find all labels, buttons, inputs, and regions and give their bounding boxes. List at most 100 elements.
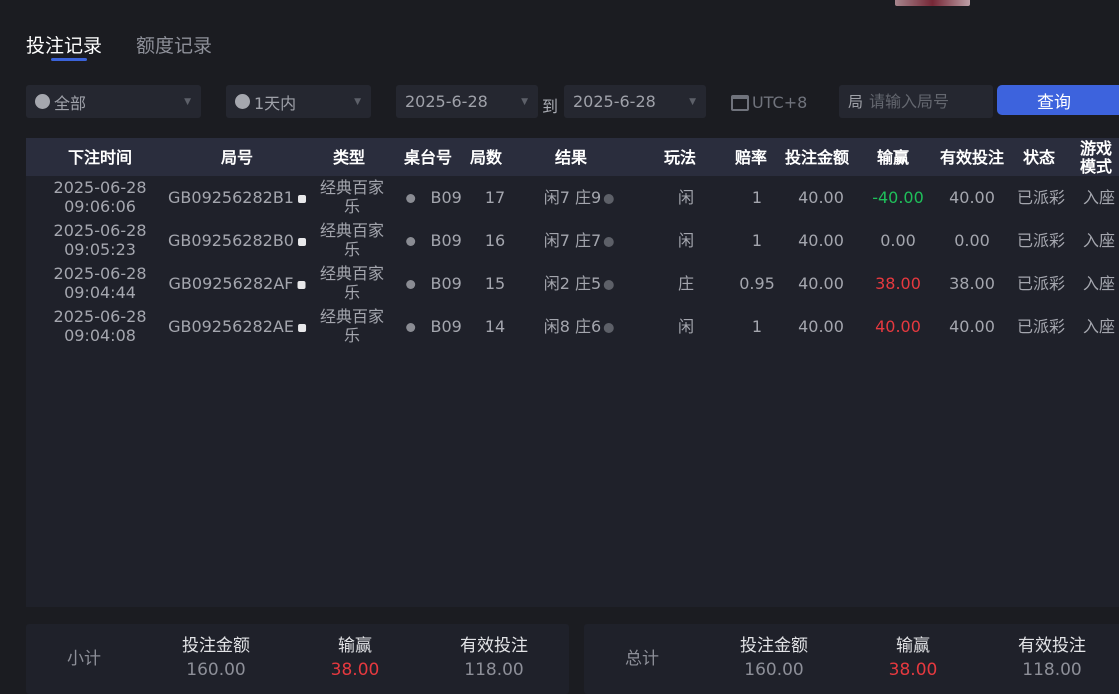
- total-valid-label: 有效投注: [1018, 636, 1086, 656]
- tab-credit-records[interactable]: 额度记录: [136, 35, 213, 57]
- status: 已派彩: [1016, 274, 1066, 293]
- header-round-count: 局数: [469, 148, 503, 167]
- active-tab-indicator: [51, 58, 87, 61]
- round-id[interactable]: GB09256282B0: [168, 231, 306, 250]
- round-search[interactable]: 局: [839, 85, 993, 118]
- date-to-select[interactable]: 2025-6-28 ▼: [564, 85, 706, 118]
- total-amount-label: 投注金额: [740, 636, 808, 656]
- game-type: 经典百家乐: [320, 307, 384, 345]
- info-icon[interactable]: [604, 236, 615, 247]
- tab-bet-records[interactable]: 投注记录: [26, 35, 103, 57]
- brand-logo: [895, 0, 970, 6]
- bet-clock: 09:05:23: [64, 240, 136, 259]
- game-type-line2: 乐: [343, 326, 361, 345]
- round-id[interactable]: GB09256282AF: [169, 274, 306, 293]
- subtotal-valid: 118.00: [464, 660, 524, 680]
- table-row[interactable]: 2025-06-28 09:04:44 GB09256282AF 经典百家乐 B09 1…: [26, 262, 1119, 305]
- result: 闲8 庄6: [544, 317, 615, 336]
- game-type: 经典百家乐: [320, 178, 384, 216]
- bet-amount: 40.00: [798, 188, 844, 207]
- table-row[interactable]: 2025-06-28 09:04:08 GB09256282AE 经典百家乐 B09 1…: [26, 305, 1119, 348]
- round-search-input[interactable]: [869, 92, 990, 111]
- chevron-down-icon: ▼: [689, 96, 696, 107]
- game-mode: 入座: [1082, 188, 1116, 207]
- bet-clock: 09:04:44: [64, 283, 136, 302]
- header-win-loss: 输赢: [876, 148, 910, 167]
- result: 闲7 庄9: [544, 188, 615, 207]
- copy-icon[interactable]: [297, 237, 306, 246]
- header-bet-time: 下注时间: [67, 148, 133, 167]
- win-loss: 0.00: [880, 231, 916, 250]
- table-no: B09: [406, 274, 462, 293]
- subtotal-winloss: 38.00: [330, 660, 380, 680]
- valid-bet: 40.00: [949, 317, 995, 336]
- header-valid-bet: 有效投注: [939, 148, 1005, 167]
- total-label: 总计: [625, 649, 659, 669]
- table-no-text: B09: [430, 231, 462, 250]
- table-row[interactable]: 2025-06-28 09:06:06 GB09256282B1 经典百家乐 B09 1…: [26, 176, 1119, 219]
- subtotal-panel: 小计 投注金额 160.00 输赢 38.00 有效投注 118.00: [26, 624, 569, 694]
- round-id-text: GB09256282AE: [168, 317, 294, 336]
- bet-date: 2025-06-28: [53, 178, 147, 197]
- game-type-line2: 乐: [343, 197, 361, 216]
- header-odds: 赔率: [734, 148, 768, 167]
- subtotal-amount: 160.00: [186, 660, 246, 680]
- table-status-dot-icon: [406, 237, 416, 246]
- game-select[interactable]: 全部 ▼: [26, 85, 201, 118]
- timezone-label: UTC+8: [752, 93, 808, 112]
- info-icon[interactable]: [604, 193, 615, 204]
- table-row[interactable]: 2025-06-28 09:05:23 GB09256282B0 经典百家乐 B09 1…: [26, 219, 1119, 262]
- status: 已派彩: [1016, 231, 1066, 250]
- win-loss: -40.00: [872, 188, 924, 207]
- copy-icon[interactable]: [297, 323, 306, 332]
- table-no-text: B09: [430, 317, 462, 336]
- header-text: 游戏模式: [1079, 139, 1112, 176]
- copy-icon[interactable]: [297, 194, 306, 203]
- win-loss: 38.00: [875, 274, 921, 293]
- round-id-text: GB09256282AF: [168, 274, 294, 293]
- table-status-dot-icon: [406, 323, 416, 332]
- game-select-value: 全部: [54, 93, 87, 113]
- round-id[interactable]: GB09256282B1: [168, 188, 306, 207]
- win-loss: 40.00: [875, 317, 921, 336]
- bet-type: 闲: [677, 188, 695, 207]
- subtotal-winloss-label: 输赢: [338, 636, 372, 656]
- table-header: 下注时间 局号 类型 桌台号 局数 结果 玩法 赔率 投注金额 输赢 有效投注 状态 游戏模式: [26, 138, 1119, 176]
- game-mode: 入座: [1082, 231, 1116, 250]
- bet-time: 2025-06-28 09:04:44: [54, 264, 147, 302]
- game-type: 经典百家乐: [320, 264, 384, 302]
- subtotal-amount-label: 投注金额: [182, 636, 250, 656]
- query-button[interactable]: 查询: [997, 85, 1119, 115]
- header-type: 类型: [332, 148, 366, 167]
- date-from-select[interactable]: 2025-6-28 ▼: [396, 85, 538, 118]
- result: 闲2 庄5: [544, 274, 615, 293]
- total-amount: 160.00: [744, 660, 804, 680]
- valid-bet: 38.00: [949, 274, 995, 293]
- table-no: B09: [406, 188, 462, 207]
- round-id-text: GB09256282B1: [168, 188, 294, 207]
- info-icon[interactable]: [604, 322, 615, 333]
- header-status: 状态: [1022, 148, 1056, 167]
- clock-icon: [235, 94, 250, 109]
- header-table-no: 桌台号: [403, 148, 453, 167]
- round-id[interactable]: GB09256282AE: [168, 317, 306, 336]
- round-count: 16: [484, 231, 506, 250]
- game-type: 经典百家乐: [320, 221, 384, 259]
- date-to-value: 2025-6-28: [573, 92, 656, 111]
- chevron-down-icon: ▼: [521, 96, 528, 107]
- bet-time: 2025-06-28 09:04:08: [54, 307, 147, 345]
- range-select[interactable]: 1天内 ▼: [226, 85, 371, 118]
- date-from-value: 2025-6-28: [405, 92, 488, 111]
- status: 已派彩: [1016, 188, 1066, 207]
- odds: 1: [751, 231, 763, 250]
- bet-time: 2025-06-28 09:06:06: [54, 178, 147, 216]
- bet-time: 2025-06-28 09:05:23: [54, 221, 147, 259]
- valid-bet: 40.00: [949, 188, 995, 207]
- table-no: B09: [406, 231, 462, 250]
- bet-clock: 09:04:08: [64, 326, 136, 345]
- info-icon[interactable]: [604, 279, 615, 290]
- calendar-clock-icon: [731, 94, 749, 111]
- odds: 1: [751, 188, 763, 207]
- result-text: 闲7 庄7: [543, 231, 602, 250]
- copy-icon[interactable]: [297, 280, 306, 289]
